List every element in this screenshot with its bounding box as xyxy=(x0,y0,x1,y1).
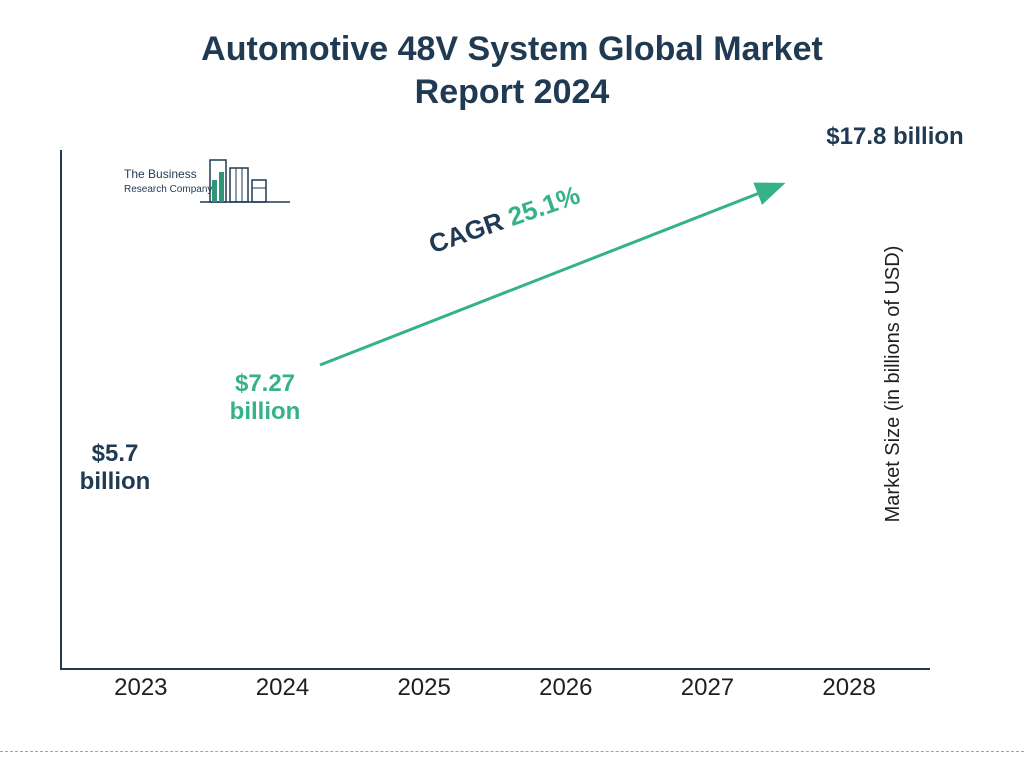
value-label-2023: $5.7 billion xyxy=(60,440,170,495)
value-label-2028: $17.8 billion xyxy=(810,123,980,151)
xlabel-2026: 2026 xyxy=(507,674,625,702)
chart-title: Automotive 48V System Global Market Repo… xyxy=(0,0,1024,113)
xlabel-2028: 2028 xyxy=(790,674,908,702)
xlabel-2023: 2023 xyxy=(82,674,200,702)
footer-divider xyxy=(0,751,1024,752)
value-label-2024: $7.27 billion xyxy=(210,370,320,425)
chart-title-line2: Report 2024 xyxy=(415,73,610,111)
xlabel-2024: 2024 xyxy=(223,674,341,702)
xlabel-2025: 2025 xyxy=(365,674,483,702)
y-axis-label: Market Size (in billions of USD) xyxy=(882,246,905,523)
xlabel-2027: 2027 xyxy=(648,674,766,702)
chart-title-line1: Automotive 48V System Global Market xyxy=(201,30,823,68)
x-axis-labels: 2023 2024 2025 2026 2027 2028 xyxy=(60,674,930,702)
